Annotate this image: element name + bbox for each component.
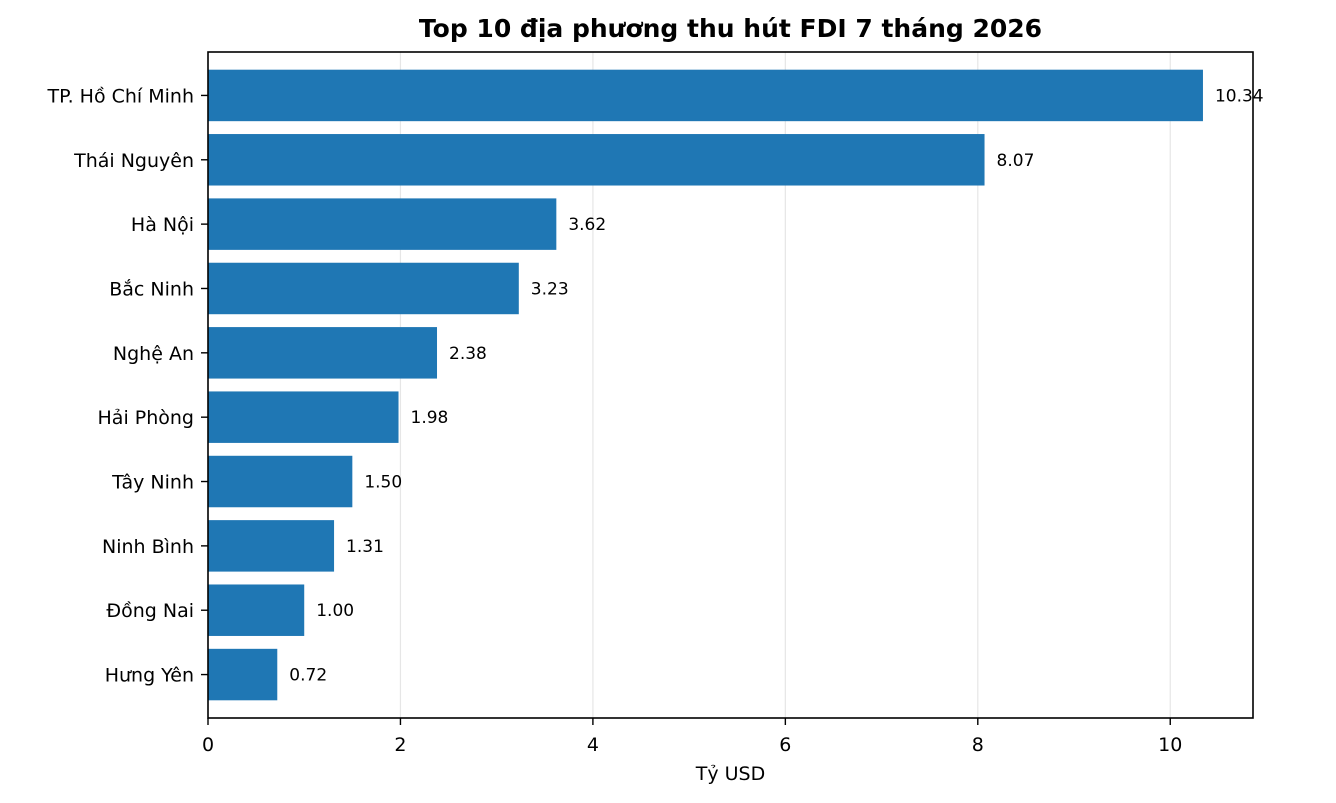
bar: [208, 455, 353, 508]
bar: [208, 648, 278, 701]
x-tick-label: 2: [394, 734, 406, 756]
bar-value-label: 3.62: [568, 215, 606, 235]
x-tick-label: 0: [202, 734, 214, 756]
bar-value-label: 3.23: [531, 279, 569, 299]
bar: [208, 198, 557, 250]
category-label: Tây Ninh: [111, 472, 194, 494]
bar-value-label: 1.98: [411, 408, 449, 428]
x-tick-label: 4: [587, 734, 599, 756]
category-label: TP. Hồ Chí Minh: [46, 85, 194, 107]
bar: [208, 327, 438, 379]
bar: [208, 262, 519, 315]
bar-value-label: 1.00: [316, 601, 354, 621]
category-label: Thái Nguyên: [73, 150, 194, 172]
bars: 10.34 8.07 3.62 3.23 2.38 1.98 1.50 1.31 1.00 0.7…: [208, 69, 1264, 701]
bar: [208, 391, 399, 443]
bar-value-label: 2.38: [449, 344, 487, 364]
axes: 0 2 4 6 8 10 TP. Hồ Chí Minh Thái Nguyên Hà Nội B…: [46, 85, 1182, 756]
x-tick-label: 10: [1158, 734, 1182, 756]
bar-value-label: 0.72: [289, 666, 327, 686]
category-label: Hà Nội: [131, 214, 194, 236]
category-label: Nghệ An: [113, 343, 194, 365]
chart-title: Top 10 địa phương thu hút FDI 7 tháng 20…: [418, 14, 1043, 43]
bar-value-label: 8.07: [997, 151, 1035, 171]
category-label: Đồng Nai: [106, 600, 194, 622]
x-axis-label: Tỷ USD: [695, 763, 766, 785]
bar-value-label: 10.34: [1215, 86, 1264, 106]
bar-value-label: 1.50: [364, 473, 402, 493]
x-tick-label: 6: [779, 734, 791, 756]
category-label: Hải Phòng: [98, 407, 194, 429]
plot-frame: [207, 51, 1254, 719]
category-label: Ninh Bình: [102, 536, 194, 558]
bar: [208, 584, 305, 636]
bar-value-label: 1.31: [346, 537, 384, 557]
bar: [208, 69, 1203, 122]
bar: [208, 134, 985, 186]
bar: [208, 520, 335, 572]
x-tick-label: 8: [972, 734, 984, 756]
category-label: Bắc Ninh: [109, 277, 194, 300]
category-label: Hưng Yên: [105, 665, 194, 687]
